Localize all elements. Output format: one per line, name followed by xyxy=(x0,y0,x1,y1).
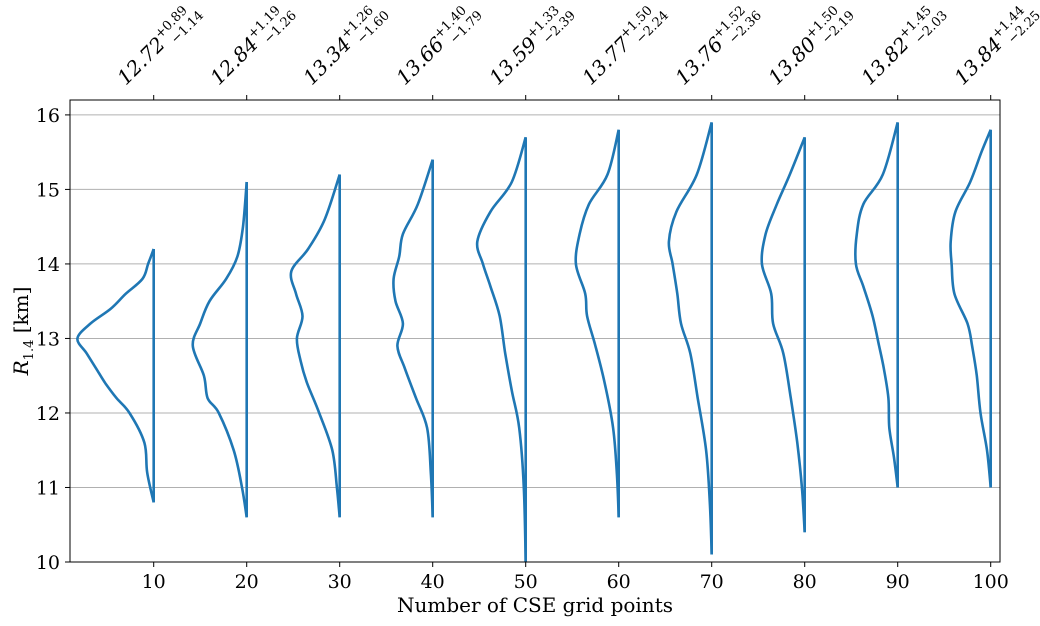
y-tick-label: 10 xyxy=(36,552,60,574)
violin-curve-30 xyxy=(289,174,341,518)
top-label: 12.84+1.19−1.26 xyxy=(205,0,300,93)
y-tick-label: 12 xyxy=(36,403,60,425)
violin-curve-60 xyxy=(574,129,620,518)
y-axis-subscript: 1.4 xyxy=(22,340,37,361)
violin-curve-100 xyxy=(949,129,992,488)
x-tick-label: 60 xyxy=(607,571,631,593)
top-label-text: 13.80+1.50−2.19 xyxy=(763,0,858,93)
x-tick-label: 30 xyxy=(328,571,352,593)
violin-curve-40 xyxy=(392,159,434,518)
x-tick-label: 10 xyxy=(142,571,166,593)
top-label-text: 12.84+1.19−1.26 xyxy=(205,0,300,93)
x-axis-label: Number of CSE grid points xyxy=(397,593,673,617)
top-label: 13.59+1.33−2.39 xyxy=(484,0,579,93)
top-label-text: 13.34+1.26−1.60 xyxy=(298,0,393,93)
x-tick-label: 80 xyxy=(793,571,817,593)
top-label-text: 13.66+1.40−1.79 xyxy=(391,0,486,93)
top-label: 13.34+1.26−1.60 xyxy=(298,0,393,93)
y-tick-label: 14 xyxy=(36,254,60,276)
top-label: 13.84+1.44−2.25 xyxy=(949,0,1040,93)
top-label-text: 13.77+1.50−2.24 xyxy=(577,0,672,93)
y-axis-symbol: R xyxy=(9,360,33,376)
violin-curve-80 xyxy=(760,136,806,533)
top-label-text: 13.84+1.44−2.25 xyxy=(949,0,1040,93)
x-tick-label: 70 xyxy=(700,571,724,593)
violin-curve-50 xyxy=(475,136,527,563)
x-tick-label: 100 xyxy=(973,571,1009,593)
grid-lines xyxy=(70,114,1000,563)
x-tick-label: 50 xyxy=(514,571,538,593)
top-label-text: 13.76+1.52−2.36 xyxy=(670,0,765,93)
plot-frame xyxy=(69,99,1001,563)
top-axis-labels: 12.72+0.89−1.1412.84+1.19−1.2613.34+1.26… xyxy=(112,0,1040,93)
violin-curve-70 xyxy=(667,122,713,555)
y-tick-label: 16 xyxy=(36,105,60,127)
top-label: 13.77+1.50−2.24 xyxy=(577,0,672,93)
y-tick-label: 13 xyxy=(36,328,60,350)
y-axis-label: R1.4 [km] xyxy=(9,287,37,377)
top-label: 13.66+1.40−1.79 xyxy=(391,0,486,93)
x-tick-label: 90 xyxy=(886,571,910,593)
x-tick-label: 40 xyxy=(421,571,445,593)
violin-curve-10 xyxy=(76,248,155,503)
violin-curve-20 xyxy=(191,181,248,518)
violin-series xyxy=(76,122,993,563)
top-label: 13.82+1.45−2.03 xyxy=(856,0,951,93)
top-label-text: 13.59+1.33−2.39 xyxy=(484,0,579,93)
y-tick-label: 15 xyxy=(36,179,60,201)
top-label-text: 13.82+1.45−2.03 xyxy=(856,0,951,93)
top-label: 13.76+1.52−2.36 xyxy=(670,0,765,93)
top-label: 12.72+0.89−1.14 xyxy=(112,0,207,93)
y-axis-unit: [km] xyxy=(9,287,33,340)
y-tick-label: 11 xyxy=(36,477,60,499)
violin-curve-90 xyxy=(854,122,899,488)
x-tick-label: 20 xyxy=(235,571,259,593)
top-label: 13.80+1.50−2.19 xyxy=(763,0,858,93)
axis-ticks: 10 20 30 40 50 60 70 80 90 100 10 11 12 13 14 15 16 xyxy=(36,95,1009,593)
top-label-text: 12.72+0.89−1.14 xyxy=(112,0,207,93)
